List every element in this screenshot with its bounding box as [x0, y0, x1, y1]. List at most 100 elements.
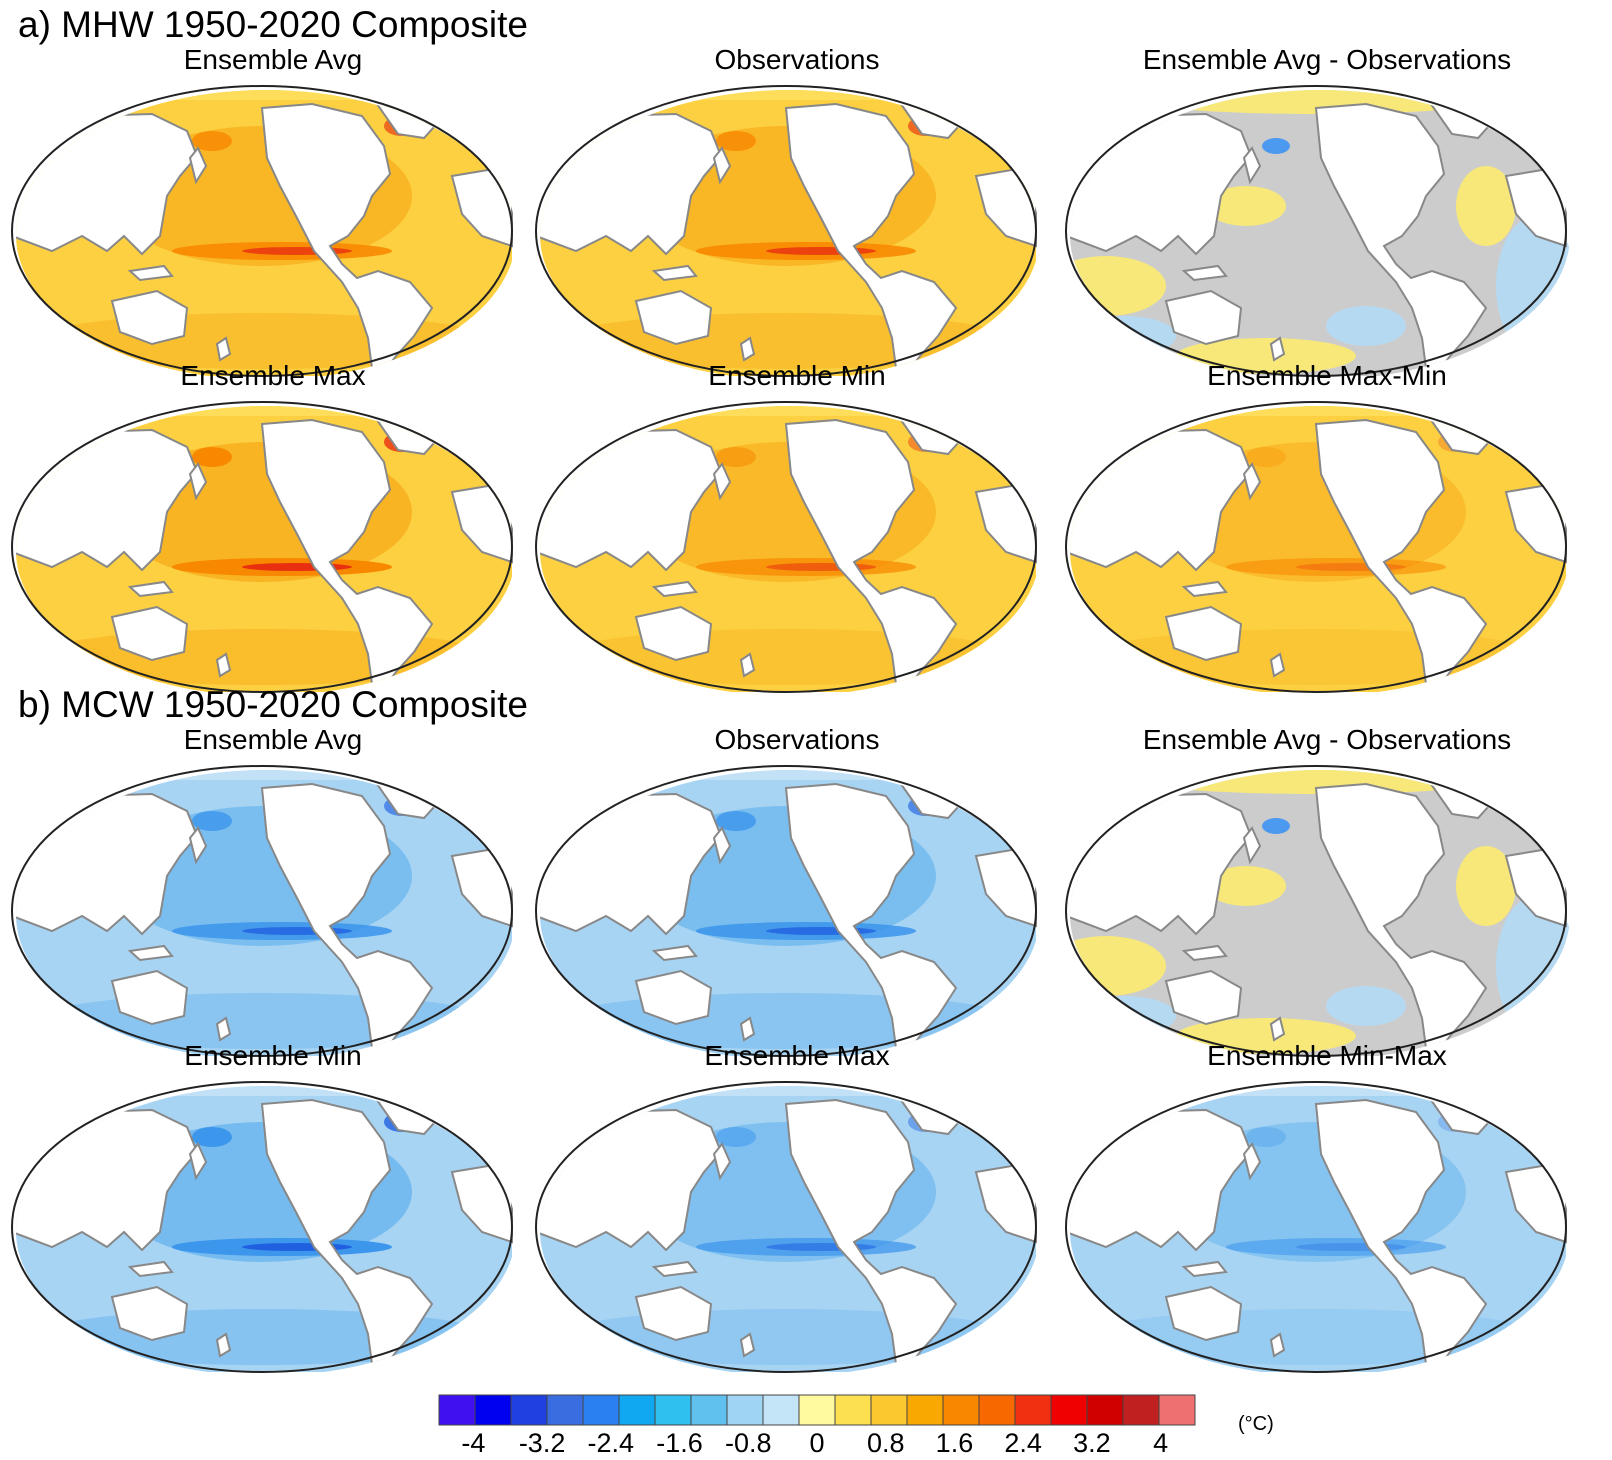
colorbar-swatch [726, 1394, 764, 1426]
america-landmass [260, 418, 434, 690]
robinson-map [11, 85, 513, 377]
nz-landmass [1269, 336, 1286, 362]
indo-landmass [651, 264, 698, 282]
section-title: a) MHW 1950-2020 Composite [18, 4, 528, 45]
map-frame [1065, 1081, 1567, 1373]
australia-landmass [634, 605, 713, 662]
america-landmass [1314, 102, 1488, 374]
panel-title: Observations [714, 724, 880, 755]
panel-title: Ensemble Min [184, 1040, 362, 1071]
japan-landmass [188, 146, 208, 185]
indo-landmass [127, 1260, 174, 1278]
colorbar-swatch [1050, 1394, 1088, 1426]
colorbar-tick-label: -3.2 [518, 1428, 566, 1458]
america-landmass [1314, 1098, 1488, 1370]
japan-landmass [712, 146, 732, 185]
map-panel: Ensemble Min [8, 1040, 538, 1373]
australia-landmass [634, 1285, 713, 1342]
indo-landmass [1181, 1260, 1228, 1278]
america-landmass [260, 782, 434, 1054]
map-frame [11, 85, 513, 377]
robinson-map [11, 1081, 513, 1373]
map-panel: Ensemble Min [532, 360, 1062, 693]
nz-landmass [215, 1016, 232, 1042]
map-panel: Ensemble Max [8, 360, 538, 693]
colorbar-swatch [690, 1394, 728, 1426]
panel-title: Ensemble Max [704, 1040, 890, 1071]
australia-landmass [110, 969, 189, 1026]
map-frame [535, 401, 1037, 693]
panel-title: Ensemble Avg - Observations [1142, 44, 1512, 75]
america-landmass [784, 102, 958, 374]
map-frame [1065, 765, 1567, 1057]
robinson-map [1065, 85, 1570, 377]
colorbar-swatch [654, 1394, 692, 1426]
colorbar-tick-label: 3.2 [1073, 1428, 1111, 1458]
colorbar [438, 1394, 1196, 1426]
colorbar-swatch [762, 1394, 800, 1426]
colorbar-tick-label: -1.6 [656, 1428, 703, 1458]
indo-landmass [127, 944, 174, 962]
map-frame [535, 85, 1037, 377]
japan-landmass [188, 1142, 208, 1181]
america-landmass [260, 1098, 434, 1370]
indo-landmass [651, 580, 698, 598]
nz-landmass [739, 336, 756, 362]
robinson-map [1065, 401, 1567, 693]
nz-landmass [739, 1332, 756, 1358]
indo-landmass [1181, 264, 1228, 282]
section-title: b) MCW 1950-2020 Composite [18, 684, 528, 725]
colorbar-swatch [942, 1394, 980, 1426]
indo-landmass [127, 580, 174, 598]
colorbar-tick-label: 0.8 [866, 1428, 905, 1458]
map-frame [11, 1081, 513, 1373]
colorbar-swatch [978, 1394, 1016, 1426]
america-landmass [784, 1098, 958, 1370]
panel-title: Ensemble Max [180, 360, 366, 391]
colorbar-swatch [1158, 1394, 1196, 1426]
robinson-map [1065, 765, 1570, 1057]
america-landmass [1314, 782, 1488, 1054]
australia-landmass [1164, 605, 1243, 662]
america-landmass [784, 418, 958, 690]
japan-landmass [712, 1142, 732, 1181]
map-panel: Ensemble Avg [8, 724, 538, 1057]
robinson-map [535, 85, 1037, 377]
nz-landmass [1269, 652, 1286, 678]
japan-landmass [188, 462, 208, 501]
robinson-map [535, 765, 1037, 1057]
indo-landmass [1181, 944, 1228, 962]
colorbar-tick-label: 4 [1153, 1428, 1169, 1458]
nz-landmass [215, 336, 232, 362]
indo-landmass [651, 944, 698, 962]
japan-landmass [1242, 462, 1262, 501]
nz-landmass [215, 1332, 232, 1358]
panel-title: Ensemble Min-Max [1207, 1040, 1447, 1071]
australia-landmass [634, 289, 713, 346]
map-frame [535, 765, 1037, 1057]
panel-title: Ensemble Avg - Observations [1142, 724, 1512, 755]
colorbar-tick-label: -2.4 [587, 1428, 635, 1458]
colorbar-swatch [906, 1394, 944, 1426]
map-frame [1065, 85, 1567, 377]
nz-landmass [215, 652, 232, 678]
panel-title: Ensemble Avg [183, 724, 363, 755]
map-frame [11, 401, 513, 693]
australia-landmass [1164, 1285, 1243, 1342]
map-panel: Ensemble Avg - Observations [1062, 44, 1592, 377]
japan-landmass [1242, 146, 1262, 185]
colorbar-tick-label: -4 [461, 1428, 486, 1458]
map-panel: Observations [532, 44, 1062, 377]
panel-title: Ensemble Avg [183, 44, 363, 75]
colorbar-swatch [546, 1394, 584, 1426]
colorbar-tick-label: 2.4 [1004, 1428, 1042, 1458]
colorbar-swatch [1086, 1394, 1124, 1426]
colorbar-swatch [798, 1394, 836, 1426]
america-landmass [260, 102, 434, 374]
nz-landmass [739, 1016, 756, 1042]
indo-landmass [1181, 580, 1228, 598]
colorbar-tick-label: -0.8 [725, 1428, 772, 1458]
japan-landmass [712, 826, 732, 865]
colorbar-swatch [618, 1394, 656, 1426]
map-panel: Observations [532, 724, 1062, 1057]
